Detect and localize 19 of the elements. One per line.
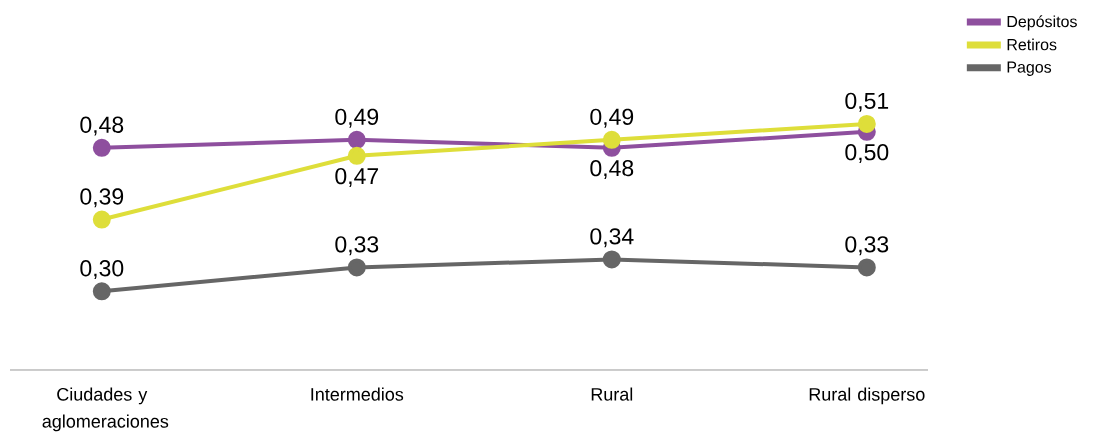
legend-label: Retiros: [1007, 38, 1057, 51]
data-label: 0,34: [590, 228, 634, 248]
data-label: 0,50: [845, 144, 889, 164]
x-tick-label: Intermedios: [311, 387, 404, 401]
legend-label: Pagos: [1007, 61, 1052, 76]
data-label: 0,49: [590, 108, 634, 128]
data-label: 0,49: [335, 108, 379, 128]
data-label: 0,33: [335, 236, 379, 256]
legend-label: Depósitos: [1007, 15, 1077, 31]
x-tick-label: Rural disperso: [809, 387, 925, 405]
data-label: 0,30: [80, 260, 124, 280]
data-label: 0,47: [335, 167, 379, 187]
data-label: 0,39: [80, 188, 124, 208]
data-label: 0,48: [80, 116, 124, 136]
data-label: 0,33: [845, 236, 889, 256]
data-label: 0,51: [845, 92, 889, 112]
x-tick-label: Rural: [591, 387, 633, 401]
x-tick-label: Ciudades y aglomeraciones: [42, 387, 169, 432]
data-label: 0,48: [590, 160, 634, 179]
